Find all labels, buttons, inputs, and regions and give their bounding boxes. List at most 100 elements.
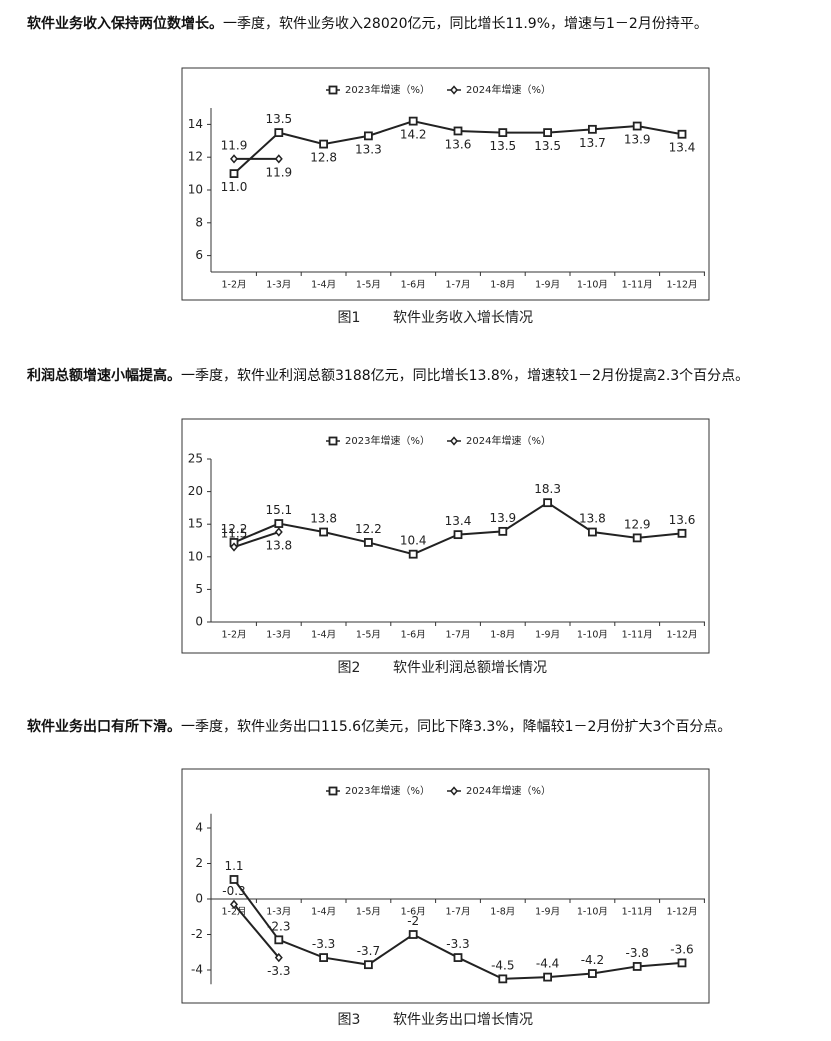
marker	[588, 527, 597, 537]
x-tick-label: 1-8月	[490, 907, 515, 918]
x-tick-label: 1-3月	[266, 907, 291, 918]
marker	[498, 526, 508, 536]
x-tick-label: 1-6月	[401, 280, 426, 291]
marker	[274, 128, 284, 138]
marker	[319, 139, 329, 149]
marker	[274, 519, 284, 528]
y-tick-label: 12	[188, 150, 203, 164]
data-label: 11.9	[265, 165, 292, 179]
x-tick-label: 1-6月	[401, 907, 426, 918]
y-tick-label: 25	[188, 452, 203, 466]
data-label: 12.9	[624, 517, 651, 531]
legend-label: 2023年增速（%）	[345, 784, 430, 797]
data-label: 13.5	[489, 139, 516, 153]
x-tick-label: 1-10月	[577, 907, 608, 918]
marker	[453, 530, 463, 540]
data-label: -3.3	[267, 964, 290, 978]
y-tick-label: 10	[188, 549, 203, 563]
data-label: 11.9	[221, 138, 248, 152]
x-tick-label: 1-7月	[445, 630, 470, 641]
series-line	[233, 501, 683, 556]
data-label: 13.4	[669, 141, 696, 155]
y-tick-label: 0	[195, 615, 203, 629]
x-tick-label: 1-2月	[221, 630, 246, 641]
text: 一季度，软件业务出口115.6亿美元，同比下降3.3%，降幅较1－2月份扩大3个…	[181, 719, 732, 735]
x-tick-label: 1-2月	[221, 907, 246, 918]
lead: 软件业务出口有所下滑。	[27, 719, 181, 735]
x-tick-label: 1-8月	[490, 280, 515, 291]
data-label: 13.5	[265, 112, 292, 126]
marker	[229, 875, 239, 884]
data-label: -4.5	[491, 958, 514, 972]
y-tick-label: 20	[188, 484, 203, 498]
marker	[328, 85, 338, 95]
marker	[408, 116, 418, 126]
data-label: 1.1	[224, 859, 243, 873]
marker	[588, 969, 597, 978]
paragraph: 利润总额增速小幅提高。一季度，软件业利润总额3188亿元，同比增长13.8%，增…	[27, 365, 749, 385]
marker	[543, 498, 552, 508]
x-tick-label: 1-3月	[266, 280, 291, 291]
y-tick-label: -4	[191, 963, 203, 977]
x-tick-label: 1-5月	[356, 907, 381, 918]
marker	[450, 786, 458, 796]
series-line	[233, 878, 683, 980]
y-tick-label: 4	[195, 821, 203, 835]
x-tick-label: 1-11月	[622, 630, 653, 641]
data-label: -4.2	[581, 953, 604, 967]
y-tick-label: 14	[188, 117, 203, 131]
figure-title: 软件业务出口增长情况	[393, 1012, 533, 1028]
data-label: -0.3	[222, 884, 245, 898]
chart-frame	[181, 768, 710, 1004]
x-tick-label: 1-12月	[666, 630, 697, 641]
marker	[408, 549, 418, 559]
series-line	[233, 531, 280, 548]
data-label: 13.4	[445, 514, 472, 528]
data-label: -3.6	[670, 942, 693, 956]
x-tick-label: 1-10月	[577, 630, 608, 641]
marker	[453, 953, 463, 962]
data-label: 13.8	[310, 512, 337, 526]
legend-label: 2024年增速（%）	[466, 784, 551, 797]
marker	[632, 962, 642, 971]
marker	[319, 953, 329, 962]
lead: 利润总额增速小幅提高。	[27, 368, 181, 384]
data-label: -3.3	[312, 937, 335, 951]
y-tick-label: 6	[195, 248, 203, 262]
series-line	[233, 903, 280, 959]
marker	[363, 538, 373, 547]
marker	[677, 958, 687, 968]
figure-label: 图2	[338, 660, 361, 676]
x-tick-label: 1-12月	[666, 907, 697, 918]
data-label: 13.6	[445, 137, 472, 151]
marker	[363, 131, 373, 141]
data-label: 12.8	[310, 151, 337, 165]
lead: 软件业务收入保持两位数增长。	[27, 16, 223, 32]
marker	[543, 972, 552, 982]
chart-frame	[181, 418, 710, 654]
y-tick-label: 0	[195, 892, 203, 906]
marker	[450, 85, 458, 95]
data-label: 13.9	[624, 133, 651, 147]
marker	[543, 128, 552, 138]
data-label: -3.8	[625, 946, 648, 960]
x-tick-label: 1-7月	[445, 280, 470, 291]
y-tick-label: 2	[195, 856, 203, 870]
marker	[677, 528, 687, 538]
marker	[230, 899, 238, 909]
x-tick-label: 1-8月	[490, 630, 515, 641]
marker	[229, 169, 239, 179]
paragraph: 软件业务收入保持两位数增长。一季度，软件业务收入28020亿元，同比增长11.9…	[27, 13, 708, 33]
x-tick-label: 1-11月	[622, 907, 653, 918]
x-tick-label: 1-9月	[535, 630, 560, 641]
y-tick-label: 10	[188, 183, 203, 197]
legend-label: 2024年增速（%）	[466, 83, 551, 96]
figure-label: 图1	[338, 310, 361, 326]
data-label: 13.7	[579, 136, 606, 150]
figure-title: 软件业利润总额增长情况	[393, 660, 547, 676]
data-label: -2	[407, 914, 419, 928]
marker	[274, 527, 283, 537]
x-tick-label: 1-5月	[356, 630, 381, 641]
data-label: 14.2	[400, 128, 427, 142]
chart-frame	[181, 67, 710, 301]
